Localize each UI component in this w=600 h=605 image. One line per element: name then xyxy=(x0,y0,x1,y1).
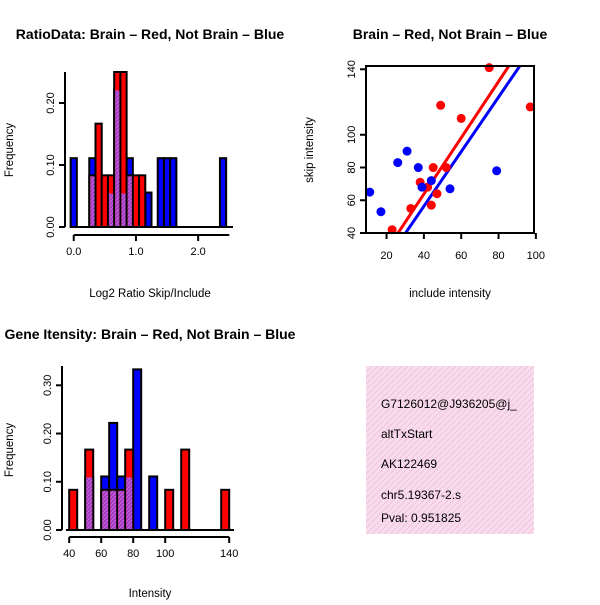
scatter-ylabel: skip intensity xyxy=(304,117,316,183)
intensity-histogram-panel: Gene Itensity: Brain – Red, Not Brain – … xyxy=(4,326,296,600)
bar-not-brain-10 xyxy=(218,157,228,228)
y-tick-label: 0.20 xyxy=(42,423,54,444)
bar-not-brain-0 xyxy=(69,157,78,228)
x-tick-label: 0.0 xyxy=(66,246,81,258)
x-tick-label: 40 xyxy=(63,548,75,560)
intensity-histogram-axes: 40 60 80 100 140 0.00 0.10 0.20 0.30 xyxy=(42,366,238,560)
point-brain-5 xyxy=(428,163,438,173)
bar-overlap-5 xyxy=(121,193,126,227)
x-tick-label: 2.0 xyxy=(191,246,206,258)
gene-info-panel: G7126012@J936205@j_ altTxStart AK122469 … xyxy=(366,366,534,534)
x-tick-label: 80 xyxy=(127,548,139,560)
point-brain-4 xyxy=(426,200,436,210)
pval-text: Pval: 0.951825 xyxy=(381,511,461,525)
bar-overlap-0 xyxy=(90,176,95,227)
bar-overlap-3 xyxy=(110,490,117,530)
x-tick-label: 60 xyxy=(455,250,467,262)
point-not-brain-1 xyxy=(376,207,386,217)
scatter-axes: 20 40 60 80 100 40 60 80 100 140 xyxy=(346,60,545,262)
bar-not-brain-7 xyxy=(148,475,159,532)
x-tick-label: 100 xyxy=(156,548,174,560)
bar-overlap-4 xyxy=(115,90,120,227)
bar-brain-8 xyxy=(220,488,231,532)
accession-text: AK122469 xyxy=(381,457,437,471)
x-tick-label: 40 xyxy=(418,250,430,262)
fit-line-not-brain xyxy=(403,66,522,233)
bar-overlap-1 xyxy=(86,477,93,530)
point-not-brain-4 xyxy=(413,163,423,173)
y-tick-label: 0.10 xyxy=(45,154,57,175)
scatter-xlabel: include intensity xyxy=(409,288,491,300)
bar-brain-6 xyxy=(164,488,175,532)
point-brain-11 xyxy=(525,102,535,112)
fit-line-brain xyxy=(396,66,511,233)
y-tick-label: 0.10 xyxy=(42,471,54,492)
point-not-brain-5 xyxy=(417,182,427,192)
bar-not-brain-5 xyxy=(132,368,143,531)
event-type-text: altTxStart xyxy=(381,427,433,441)
scatter-plot-area xyxy=(365,63,535,235)
y-tick-label: 0.00 xyxy=(42,519,54,540)
ratio-histogram-ylabel: Frequency xyxy=(4,123,16,178)
bar-brain-7 xyxy=(180,448,191,531)
scatter-title: Brain – Red, Not Brain – Blue xyxy=(353,26,548,42)
bar-overlap-5 xyxy=(126,477,133,530)
point-not-brain-2 xyxy=(393,158,403,168)
intensity-histogram-title: Gene Itensity: Brain – Red, Not Brain – … xyxy=(5,326,296,342)
x-tick-label: 1.0 xyxy=(128,246,143,258)
point-brain-7 xyxy=(436,100,446,110)
point-brain-8 xyxy=(441,163,451,173)
gene-info-box xyxy=(366,366,534,534)
bar-brain-8 xyxy=(138,174,147,229)
y-tick-label: 80 xyxy=(346,161,358,173)
ratio-histogram-panel: RatioData: Brain – Red, Not Brain – Blue… xyxy=(4,26,284,300)
x-tick-label: 60 xyxy=(95,548,107,560)
intensity-histogram-bars xyxy=(66,368,234,532)
point-not-brain-3 xyxy=(402,146,412,156)
bar-overlap-3 xyxy=(108,193,114,227)
point-not-brain-8 xyxy=(492,166,502,176)
x-tick-label: 100 xyxy=(527,250,545,262)
point-not-brain-0 xyxy=(365,187,375,197)
y-tick-label: 0.00 xyxy=(45,216,57,237)
ratio-histogram-xlabel: Log2 Ratio Skip/Include xyxy=(89,288,210,300)
x-tick-label: 20 xyxy=(380,250,392,262)
locus-text: chr5.19367-2.s xyxy=(381,488,461,502)
bar-overlap-6 xyxy=(127,176,132,227)
point-not-brain-6 xyxy=(426,176,436,186)
bar-not-brain-9 xyxy=(169,157,178,228)
y-tick-label: 60 xyxy=(346,194,358,206)
x-tick-label: 80 xyxy=(492,250,504,262)
y-tick-label: 0.30 xyxy=(42,375,54,396)
ratio-histogram-title: RatioData: Brain – Red, Not Brain – Blue xyxy=(16,26,285,42)
bar-overlap-2 xyxy=(102,490,109,530)
point-brain-9 xyxy=(456,113,466,123)
point-brain-1 xyxy=(406,203,416,213)
point-brain-6 xyxy=(432,189,442,199)
intensity-histogram-ylabel: Frequency xyxy=(4,423,16,478)
point-not-brain-7 xyxy=(445,184,455,194)
ratio-histogram-bars xyxy=(69,71,233,229)
scatter-frame xyxy=(365,65,535,234)
y-tick-label: 40 xyxy=(346,227,358,239)
y-tick-label: 100 xyxy=(346,126,358,144)
intensity-histogram-xlabel: Intensity xyxy=(129,588,172,600)
y-tick-label: 0.20 xyxy=(45,92,57,113)
point-brain-10 xyxy=(484,63,494,73)
gene-id-text: G7126012@J936205@j_ xyxy=(381,397,517,411)
intensity-scatter-panel: Brain – Red, Not Brain – Blue 20 40 60 80 10… xyxy=(304,26,547,300)
point-brain-0 xyxy=(387,225,397,235)
bar-brain-0 xyxy=(68,488,79,532)
ratio-histogram-axes: 0.0 1.0 2.0 0.00 0.10 0.20 xyxy=(45,72,230,258)
bar-overlap-4 xyxy=(118,490,125,530)
x-tick-label: 140 xyxy=(220,548,238,560)
y-tick-label: 140 xyxy=(346,60,358,78)
